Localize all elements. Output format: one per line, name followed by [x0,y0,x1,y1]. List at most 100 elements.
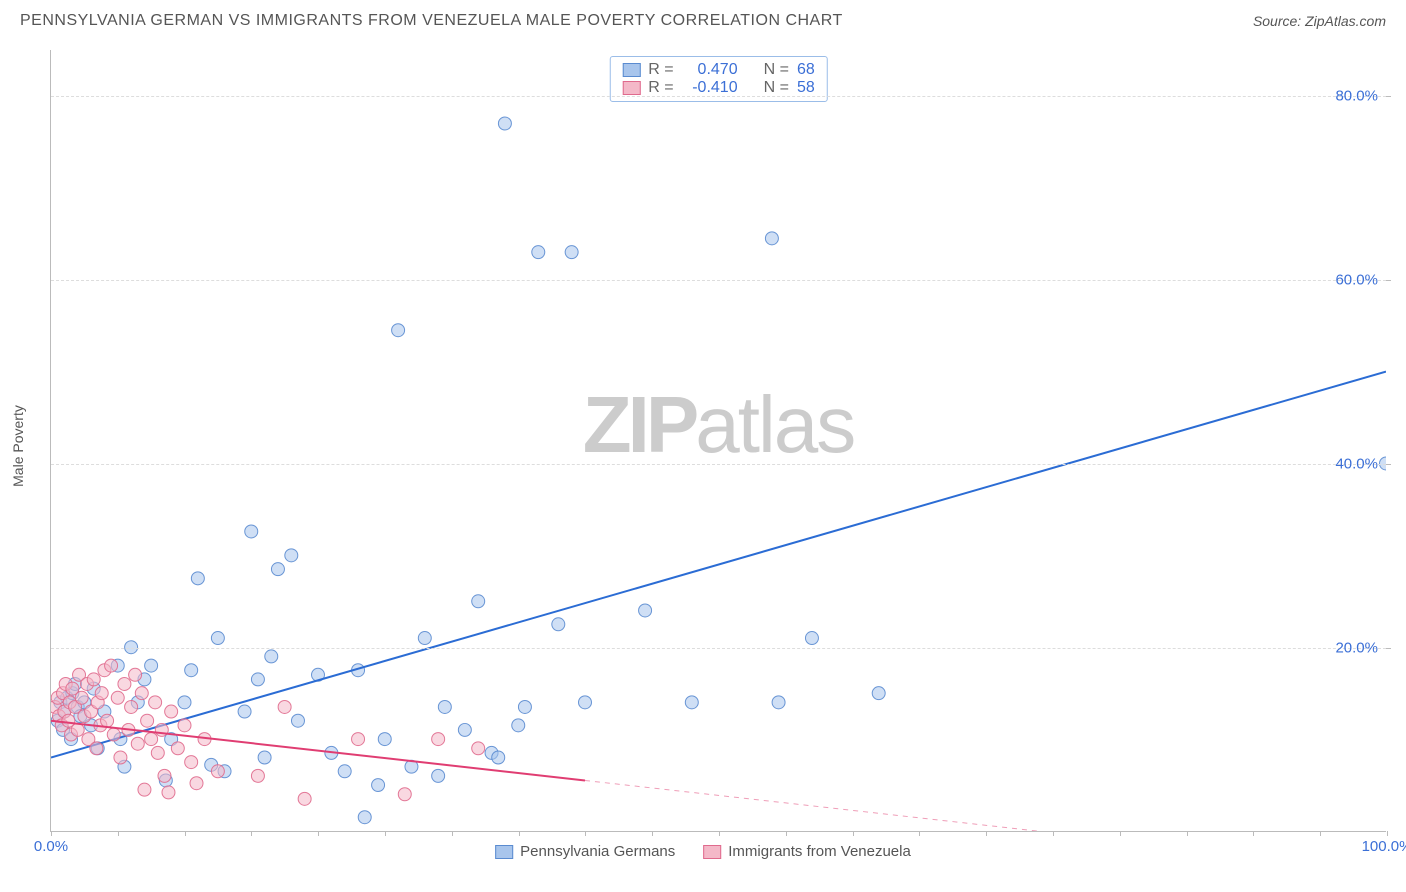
trend-line-dashed [585,780,1119,831]
y-tick-label: 60.0% [1335,272,1378,289]
data-point [87,673,100,686]
stat-n-value: 58 [797,79,815,97]
stat-n-value: 68 [797,61,815,79]
stat-row: R = 0.470 N = 68 [622,61,814,79]
data-point [135,687,148,700]
legend-label: Immigrants from Venezuela [728,843,911,860]
legend-swatch [622,81,640,95]
trend-line [51,372,1386,758]
stat-row: R =-0.410N =58 [622,79,814,97]
data-point [75,691,88,704]
data-point [178,696,191,709]
data-point [498,117,511,130]
data-point [178,719,191,732]
y-axis-label: Male Poverty [10,405,26,487]
data-point [90,742,103,755]
data-point [392,324,405,337]
data-point [378,733,391,746]
chart-title: PENNSYLVANIA GERMAN VS IMMIGRANTS FROM V… [20,12,843,30]
plot-svg [51,50,1386,831]
legend-swatch [703,845,721,859]
data-point [162,786,175,799]
data-point [805,632,818,645]
data-point [432,769,445,782]
data-point [251,673,264,686]
data-point [125,700,138,713]
legend-label: Pennsylvania Germans [520,843,675,860]
data-point [129,668,142,681]
data-point [141,714,154,727]
data-point [138,783,151,796]
source-label: Source: ZipAtlas.com [1253,13,1386,29]
data-point [512,719,525,732]
data-point [190,777,203,790]
data-point [145,659,158,672]
stat-r-value: -0.410 [682,79,738,97]
legend: Pennsylvania Germans Immigrants from Vene… [495,843,911,860]
data-point [238,705,251,718]
data-point [338,765,351,778]
stat-r-label: R = [648,61,673,79]
data-point [565,246,578,259]
data-point [211,765,224,778]
trend-line [51,721,585,781]
data-point [518,700,531,713]
data-point [191,572,204,585]
data-point [265,650,278,663]
y-tick-label: 80.0% [1335,88,1378,105]
data-point [71,723,84,736]
data-point [271,563,284,576]
data-point [211,632,224,645]
data-point [532,246,545,259]
data-point [438,700,451,713]
data-point [398,788,411,801]
data-point [111,691,124,704]
data-point [149,696,162,709]
stat-n-label: N = [764,61,789,79]
data-point [552,618,565,631]
y-tick-label: 20.0% [1335,640,1378,657]
data-point [165,705,178,718]
data-point [158,769,171,782]
data-point [105,659,118,672]
legend-swatch [622,63,640,77]
legend-swatch [495,845,513,859]
stat-n-label: N = [764,79,789,97]
data-point [372,779,385,792]
stat-r-value: 0.470 [682,61,738,79]
data-point [151,746,164,759]
plot-region: ZIPatlas R =0.470N =68R =-0.410N =58 20.… [50,50,1386,832]
data-point [579,696,592,709]
data-point [95,687,108,700]
source-prefix: Source: [1253,13,1305,29]
data-point [358,811,371,824]
data-point [472,595,485,608]
data-point [418,632,431,645]
data-point [245,525,258,538]
data-point [185,664,198,677]
data-point [107,728,120,741]
data-point [258,751,271,764]
data-point [185,756,198,769]
data-point [872,687,885,700]
data-point [432,733,445,746]
data-point [685,696,698,709]
data-point [765,232,778,245]
x-tick-label: 0.0% [34,838,68,855]
y-tick-label: 40.0% [1335,456,1378,473]
data-point [285,549,298,562]
data-point [131,737,144,750]
data-point [171,742,184,755]
data-point [352,733,365,746]
data-point [492,751,505,764]
data-point [458,723,471,736]
data-point [291,714,304,727]
data-point [114,751,127,764]
data-point [251,769,264,782]
legend-item: Immigrants from Venezuela [703,843,911,860]
data-point [278,700,291,713]
data-point [118,677,131,690]
x-tick-label: 100.0% [1362,838,1406,855]
chart-area: ZIPatlas R =0.470N =68R =-0.410N =58 20.… [50,50,1386,832]
data-point [472,742,485,755]
